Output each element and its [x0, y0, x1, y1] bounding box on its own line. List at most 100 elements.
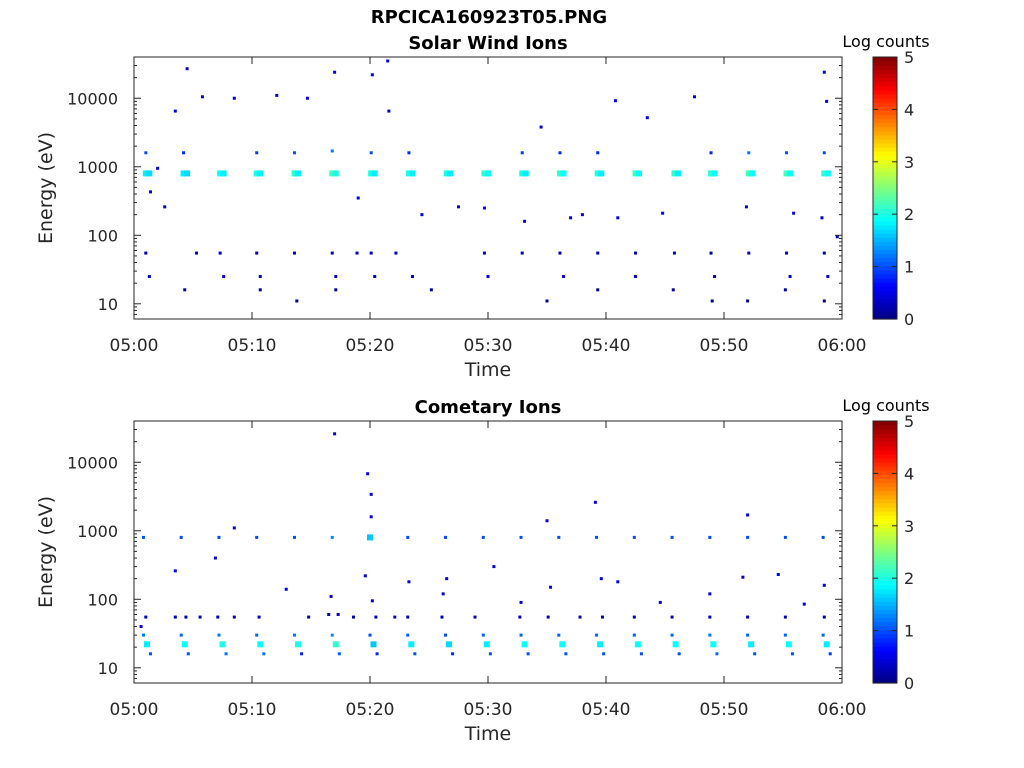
colorbar-segment [873, 457, 897, 463]
colorbar-segment [873, 61, 897, 66]
data-cell [546, 615, 550, 619]
data-cell [394, 251, 398, 255]
data-cell [195, 251, 199, 255]
colorbar-segment [873, 523, 897, 529]
data-cell [634, 275, 637, 279]
data-cell [292, 151, 296, 155]
data-cell [217, 170, 224, 177]
data-cell [482, 206, 486, 210]
colorbar-segment [873, 147, 897, 152]
data-cell [486, 275, 490, 279]
colorbar-segment [873, 126, 897, 132]
colorbar-segment [873, 486, 897, 492]
data-cell [184, 170, 191, 177]
data-cell [369, 492, 373, 496]
data-cell [255, 633, 259, 637]
x-tick-label: 05:20 [346, 700, 395, 720]
colorbar-segment [873, 633, 897, 639]
data-cell [305, 96, 309, 100]
colorbar-segment [873, 220, 897, 226]
data-cell [222, 275, 226, 279]
colorbar-segment [873, 433, 897, 438]
colorbar-segment [873, 302, 897, 308]
data-cell [788, 275, 792, 279]
colorbar-segment [873, 445, 897, 451]
data-cell [173, 615, 177, 619]
colorbar-segment [873, 212, 897, 218]
colorbar-segment [873, 118, 897, 124]
data-cell [710, 641, 717, 648]
data-cell [420, 213, 424, 217]
data-cell [776, 572, 780, 576]
data-cell [562, 275, 566, 279]
colorbar-segment [873, 290, 897, 296]
colorbar-tick-label: 0 [904, 310, 914, 329]
data-cell [481, 170, 488, 177]
data-cell [163, 205, 167, 209]
colorbar-segment [873, 556, 897, 561]
data-cell [708, 170, 715, 177]
data-cell [783, 535, 787, 539]
colorbar-segment [873, 245, 897, 251]
data-cell [632, 633, 636, 637]
colorbar-segment [873, 613, 897, 619]
data-cell [333, 432, 337, 436]
data-cell [645, 116, 649, 120]
data-cell [746, 513, 750, 517]
data-cell [785, 641, 792, 648]
colorbar-segment [873, 134, 897, 140]
colorbar-segment [873, 453, 897, 459]
data-cell [823, 641, 830, 648]
colorbar-segment [873, 237, 897, 242]
data-cell [616, 216, 620, 220]
data-cell [327, 612, 331, 616]
data-cell [634, 641, 641, 648]
colorbar-segment [873, 592, 897, 598]
colorbar-segment [873, 310, 897, 316]
data-cell [671, 170, 678, 177]
data-cell [787, 170, 794, 177]
colorbar-segment [873, 662, 897, 668]
data-cell [481, 535, 485, 539]
colorbar-segment [873, 658, 897, 664]
data-cell [783, 633, 787, 637]
data-cell [822, 251, 826, 255]
colorbar-segment [873, 674, 897, 680]
data-cell [406, 615, 410, 619]
data-cell [224, 652, 228, 656]
colorbar-segment [873, 502, 897, 508]
data-cell [558, 251, 562, 255]
data-cell [429, 288, 433, 292]
colorbar-segment [873, 498, 897, 504]
colorbar-segment [873, 241, 897, 246]
data-cell [632, 170, 639, 177]
data-cell [292, 633, 296, 637]
data-cell [367, 534, 373, 541]
data-cell [407, 580, 411, 584]
chart-title: Solar Wind Ions [408, 33, 567, 54]
data-cell [597, 641, 604, 648]
data-cell [337, 652, 341, 656]
data-cell [578, 615, 582, 619]
colorbar-segment [873, 646, 897, 651]
colorbar-segment [873, 466, 897, 471]
colorbar-segment [873, 138, 897, 144]
data-cell [406, 633, 410, 637]
colorbar-tick-label: 1 [904, 258, 914, 277]
colorbar-tick-label: 2 [904, 205, 914, 224]
colorbar-tick-label: 5 [904, 412, 914, 431]
data-cell [715, 652, 719, 656]
colorbar-segment [873, 183, 897, 189]
data-cell [356, 196, 360, 200]
chart-title: Cometary Ions [415, 397, 562, 418]
colorbar-segment [873, 65, 897, 70]
colorbar-segment [873, 122, 897, 128]
data-cell [441, 592, 445, 596]
data-cell [473, 615, 477, 619]
data-cell [262, 652, 266, 656]
colorbar-tick-label: 3 [904, 153, 914, 172]
colorbar-segment [873, 609, 897, 615]
y-tick-label: 100 [87, 590, 118, 609]
colorbar-segment [873, 278, 897, 283]
data-cell [181, 641, 188, 648]
